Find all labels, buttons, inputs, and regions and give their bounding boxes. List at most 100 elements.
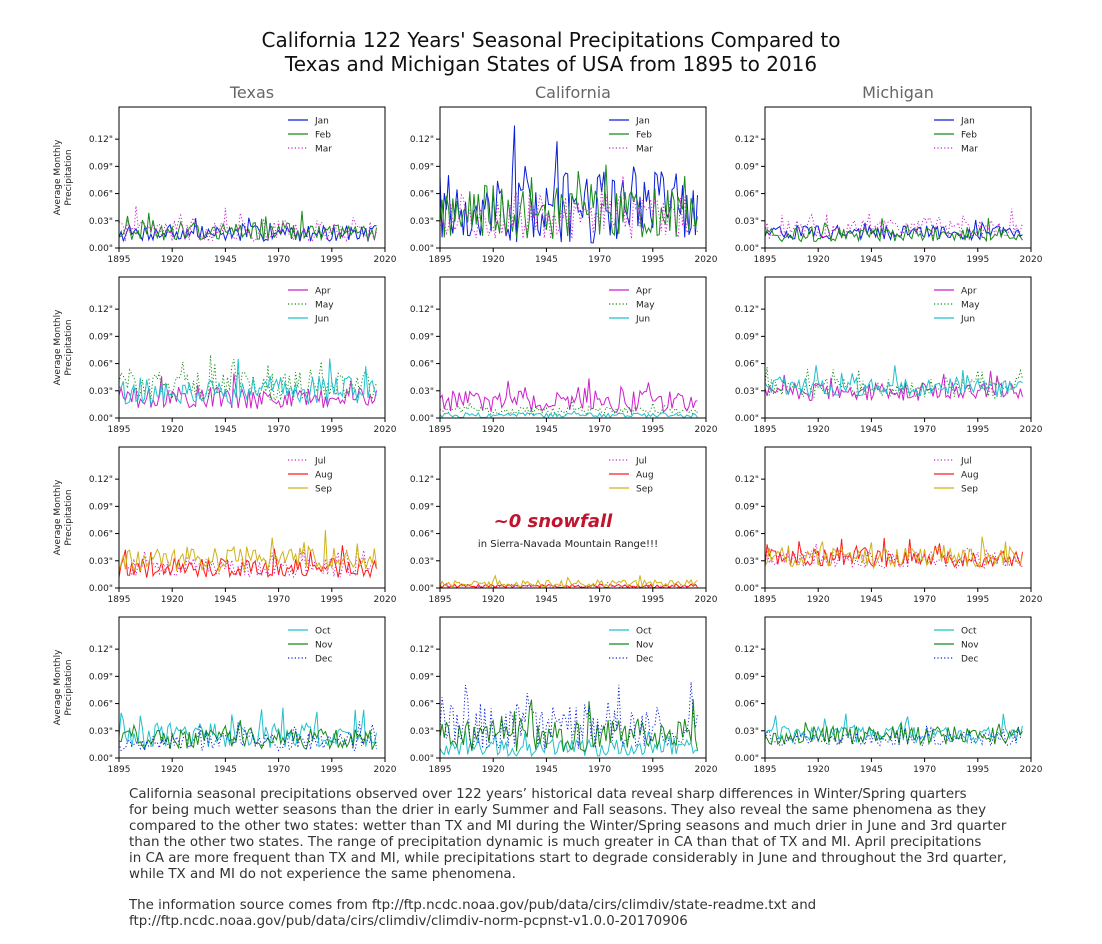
x-tick-label: 1995: [320, 595, 343, 605]
y-tick-label: 0.06": [735, 360, 759, 370]
x-tick-label: 1945: [214, 765, 237, 775]
legend-label-oct: Oct: [636, 627, 652, 637]
legend-label-apr: Apr: [636, 287, 652, 297]
y-tick-label: 0.00": [410, 584, 434, 594]
x-tick-label: 1920: [482, 255, 505, 265]
y-tick-label: 0.12": [410, 135, 434, 145]
y-tick-label: 0.03": [410, 217, 434, 227]
x-tick-label: 1895: [108, 425, 131, 435]
x-tick-label: 2020: [1020, 595, 1043, 605]
y-tick-label: 0.06": [410, 700, 434, 710]
x-tick-label: 1970: [913, 595, 936, 605]
y-axis-label: Average Monthly Precipitation: [53, 139, 74, 216]
caption-line: compared to the other two states: wetter…: [129, 819, 1007, 835]
legend-label-mar: Mar: [636, 145, 653, 155]
x-tick-label: 2020: [695, 765, 718, 775]
x-tick-label: 1995: [966, 425, 989, 435]
y-tick-label: 0.09": [410, 502, 434, 512]
series-line-feb: [764, 218, 1023, 243]
x-tick-label: 1970: [267, 255, 290, 265]
panel-california-oct-nov-dec: 0.00" 0.03" 0.06" 0.09" 0.12" 1895 1920 1945 197…: [410, 616, 718, 775]
plot-frame: [118, 446, 386, 589]
series-line-jan: [764, 219, 1023, 242]
figure-title-line-2: Texas and Michigan States of USA from 18…: [284, 52, 818, 76]
legend-label-sep: Sep: [636, 485, 653, 495]
series-line-apr: [764, 370, 1023, 402]
y-tick-label: 0.00": [735, 414, 759, 424]
legend-label-mar: Mar: [315, 145, 332, 155]
legend-label-feb: Feb: [961, 131, 977, 141]
x-tick-label: 1920: [161, 255, 184, 265]
plot-frame: [764, 106, 1032, 249]
x-tick-label: 1945: [535, 595, 558, 605]
legend-label-jun: Jun: [960, 315, 975, 325]
series-line-may: [764, 367, 1023, 400]
legend-label-may: May: [961, 301, 980, 311]
legend-label-dec: Dec: [961, 655, 978, 665]
series-line-jul: [764, 543, 1023, 570]
y-tick-label: 0.09": [735, 332, 759, 342]
legend-label-jun: Jun: [635, 315, 650, 325]
figure-caption: California seasonal precipitations obser…: [129, 787, 1069, 930]
x-tick-label: 1970: [267, 765, 290, 775]
panel-texas-apr-may-jun: 0.00" 0.03" 0.06" 0.09" 0.12" 1895 1920 1945 197…: [89, 276, 397, 435]
y-tick-label: 0.03": [89, 727, 113, 737]
y-tick-label: 0.12": [89, 645, 113, 655]
x-tick-label: 1995: [641, 425, 664, 435]
y-tick-label: 0.00": [89, 244, 113, 254]
y-tick-label: 0.03": [735, 727, 759, 737]
x-tick-label: 2020: [1020, 425, 1043, 435]
legend-label-jan: Jan: [635, 117, 650, 127]
legend-label-aug: Aug: [961, 471, 979, 481]
y-tick-label: 0.12": [735, 305, 759, 315]
x-tick-label: 1920: [161, 425, 184, 435]
plot-frame: [118, 616, 386, 759]
x-tick-label: 2020: [695, 255, 718, 265]
y-tick-label: 0.00": [89, 414, 113, 424]
plot-frame: [439, 616, 707, 759]
legend-label-may: May: [315, 301, 334, 311]
source-line: The information source comes from ftp://…: [129, 897, 817, 913]
x-tick-label: 1920: [161, 765, 184, 775]
x-tick-label: 1970: [913, 425, 936, 435]
annotation-headline: ~0 snowfall: [494, 511, 614, 532]
x-tick-label: 1945: [860, 595, 883, 605]
column-title-california: California: [535, 83, 611, 102]
series-line-sep: [118, 530, 377, 574]
series-line-jan: [439, 125, 698, 244]
y-axis-label-line: Average Monthly: [53, 479, 63, 556]
series-line-may: [118, 355, 377, 403]
y-tick-label: 0.12": [735, 645, 759, 655]
panel-michigan-jul-aug-sep: 0.00" 0.03" 0.06" 0.09" 0.12" 1895 1920 1945 197…: [735, 446, 1043, 605]
y-tick-label: 0.12": [735, 135, 759, 145]
figure-title: California 122 Years' Seasonal Precipita…: [0, 28, 1102, 76]
y-tick-label: 0.03": [410, 557, 434, 567]
legend-label-dec: Dec: [315, 655, 332, 665]
legend-label-nov: Nov: [636, 641, 654, 651]
x-tick-label: 1895: [429, 765, 452, 775]
x-tick-label: 1995: [641, 255, 664, 265]
x-tick-label: 2020: [374, 595, 397, 605]
plot-frame: [118, 276, 386, 419]
x-tick-label: 1920: [807, 425, 830, 435]
panel-california-apr-may-jun: 0.00" 0.03" 0.06" 0.09" 0.12" 1895 1920 1945 197…: [410, 276, 718, 435]
y-axis-label-line: Precipitation: [64, 489, 74, 545]
y-tick-label: 0.03": [89, 557, 113, 567]
series-line-oct: [439, 730, 698, 758]
series-line-dec: [118, 721, 377, 752]
y-tick-label: 0.06": [735, 700, 759, 710]
plot-frame: [439, 106, 707, 249]
y-tick-label: 0.06": [410, 190, 434, 200]
x-tick-label: 1970: [913, 255, 936, 265]
panel-michigan-apr-may-jun: 0.00" 0.03" 0.06" 0.09" 0.12" 1895 1920 1945 197…: [735, 276, 1043, 435]
y-tick-label: 0.00": [410, 244, 434, 254]
y-tick-label: 0.09": [410, 672, 434, 682]
y-tick-label: 0.03": [89, 217, 113, 227]
x-tick-label: 1970: [588, 765, 611, 775]
y-tick-label: 0.12": [89, 305, 113, 315]
y-tick-label: 0.09": [735, 502, 759, 512]
y-tick-label: 0.09": [89, 672, 113, 682]
x-tick-label: 1945: [535, 425, 558, 435]
x-tick-label: 1945: [860, 765, 883, 775]
x-tick-label: 1995: [966, 255, 989, 265]
